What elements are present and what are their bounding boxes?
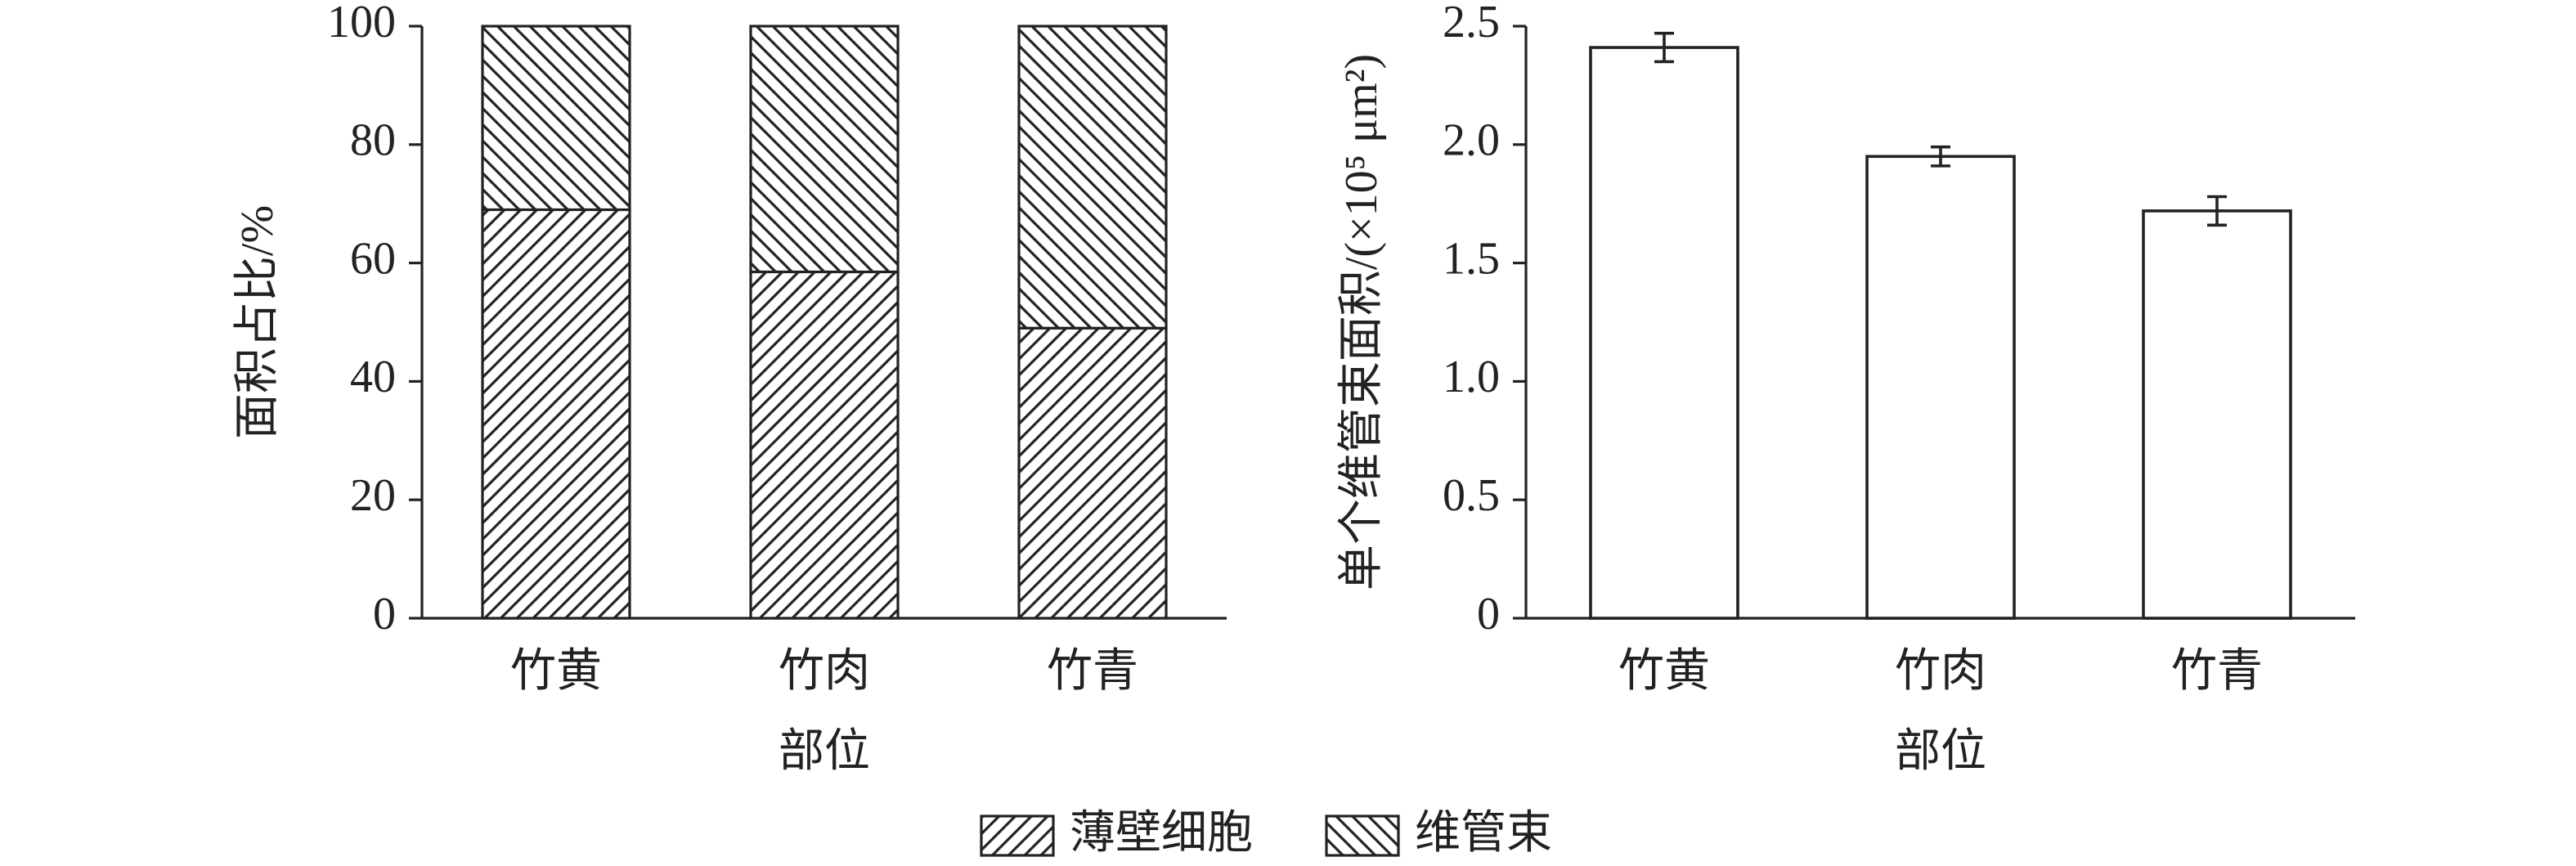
legend-label: 薄壁细胞: [1070, 808, 1253, 859]
x-axis-label: 部位: [779, 726, 870, 777]
bar: [1865, 155, 2016, 620]
x-tick-label: 竹肉: [1895, 646, 1986, 697]
y-tick-label: 60: [350, 233, 396, 284]
y-tick-label: 2.0: [1443, 115, 1500, 166]
bar-segment: [1017, 326, 1168, 620]
y-axis-label: 面积占比/%: [232, 205, 283, 439]
bar-segment: [749, 270, 900, 620]
bar: [2142, 209, 2292, 620]
bar-segment: [749, 25, 900, 274]
y-tick-label: 100: [327, 0, 396, 47]
y-tick-label: 0.5: [1443, 470, 1500, 521]
error-bar: [1931, 145, 1950, 168]
y-tick-label: 80: [350, 115, 396, 166]
x-axis-label: 部位: [1895, 726, 1986, 777]
legend-swatch: [1325, 814, 1400, 857]
bar-segment: [481, 25, 631, 212]
legend-label: 维管束: [1415, 808, 1552, 859]
y-tick-label: 2.5: [1443, 0, 1500, 47]
bar: [1589, 46, 1739, 620]
y-tick-label: 20: [350, 470, 396, 521]
error-bar: [2207, 195, 2227, 227]
x-tick-label: 竹肉: [779, 646, 870, 697]
y-tick-label: 0: [1477, 589, 1500, 639]
x-tick-label: 竹黄: [1618, 646, 1710, 697]
y-axis-label: 单个维管束面积/(×10⁵ μm²): [1336, 54, 1387, 590]
y-tick-label: 40: [350, 352, 396, 402]
bar-segment: [481, 208, 631, 620]
y-tick-label: 0: [373, 589, 396, 639]
y-tick-label: 1.5: [1443, 233, 1500, 284]
error-bar: [1654, 31, 1674, 64]
bar-segment: [1017, 25, 1168, 330]
y-tick-label: 1.0: [1443, 352, 1500, 402]
legend-swatch: [980, 814, 1055, 857]
x-tick-label: 竹黄: [510, 646, 602, 697]
x-tick-label: 竹青: [1047, 646, 1138, 697]
x-tick-label: 竹青: [2171, 646, 2263, 697]
